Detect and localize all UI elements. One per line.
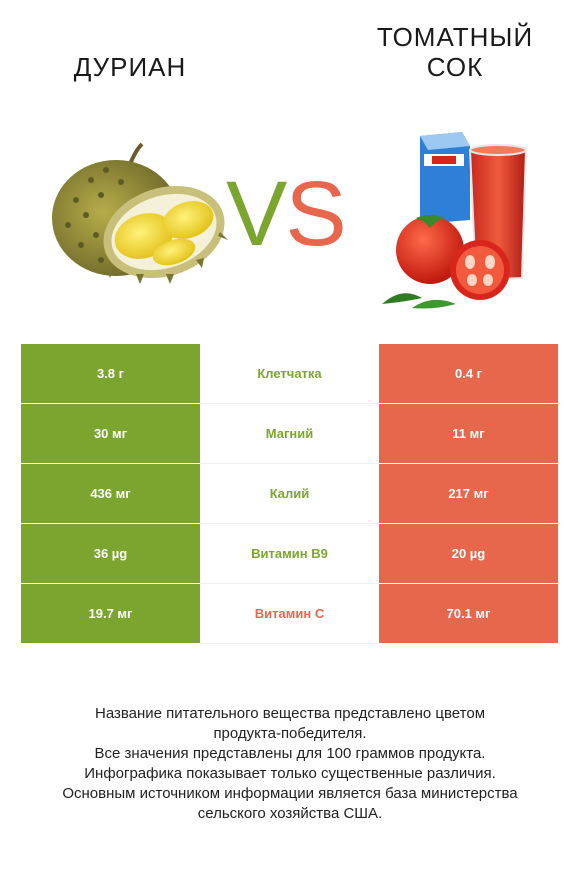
- nutrient-name: Витамин C: [200, 583, 379, 644]
- vs-s: S: [285, 163, 346, 265]
- right-title-line-1: ТОМАТНЫЙ: [376, 22, 534, 52]
- right-value: 20 µg: [379, 523, 558, 584]
- footer-line: Название питательного вещества представл…: [94, 705, 486, 722]
- right-product-title: ТОМАТНЫЙ СОК: [355, 22, 555, 82]
- comparison-table: 3.8 г Клетчатка 0.4 г 30 мг Магний 11 мг…: [21, 344, 558, 644]
- right-value: 0.4 г: [379, 344, 558, 404]
- vs-label: VS: [226, 168, 347, 260]
- left-value: 436 мг: [21, 463, 200, 524]
- footer-notes: Название питательного вещества представл…: [20, 704, 560, 824]
- nutrient-name: Калий: [200, 463, 379, 524]
- right-value: 70.1 мг: [379, 583, 558, 644]
- left-value: 36 µg: [21, 523, 200, 584]
- nutrient-name: Магний: [200, 403, 379, 464]
- table-row: 36 µg Витамин B9 20 µg: [21, 523, 558, 584]
- tomato-juice-image: [382, 132, 528, 309]
- right-value: 217 мг: [379, 463, 558, 524]
- footer-line: Основным источником информации является …: [62, 785, 518, 802]
- right-value: 11 мг: [379, 403, 558, 464]
- footer-line: продукта-победителя.: [213, 725, 367, 742]
- nutrient-name: Витамин B9: [200, 523, 379, 584]
- table-row: 19.7 мг Витамин C 70.1 мг: [21, 583, 558, 644]
- footer-line: Все значения представлены для 100 граммо…: [94, 745, 486, 762]
- footer-line: Инфографика показывает только существенн…: [84, 765, 496, 782]
- left-product-title: ДУРИАН: [73, 52, 187, 82]
- table-row: 436 мг Калий 217 мг: [21, 463, 558, 524]
- left-value: 30 мг: [21, 403, 200, 464]
- durian-image: [52, 142, 228, 284]
- left-value: 3.8 г: [21, 344, 200, 404]
- table-row: 30 мг Магний 11 мг: [21, 403, 558, 464]
- nutrient-name: Клетчатка: [200, 344, 379, 404]
- footer-line: сельского хозяйства США.: [197, 805, 383, 822]
- table-row: 3.8 г Клетчатка 0.4 г: [21, 344, 558, 404]
- right-title-line-2: СОК: [426, 52, 484, 82]
- vs-v: V: [226, 163, 287, 265]
- left-value: 19.7 мг: [21, 583, 200, 644]
